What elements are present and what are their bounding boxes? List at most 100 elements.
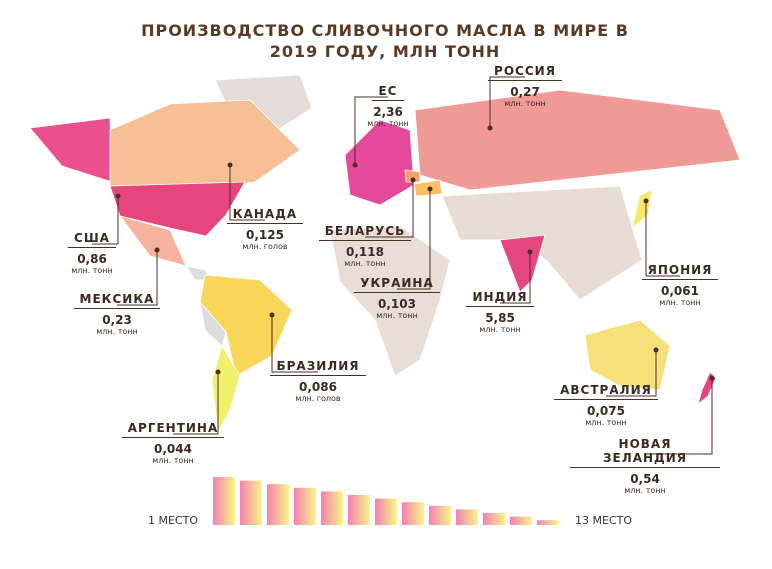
leader-line: [645, 201, 680, 277]
country-label: КАНАДА 0,125 млн. голов: [190, 203, 340, 251]
country-dot: [709, 375, 715, 381]
name-wrap: НОВАЯ ЗЕЛАНДИЯ: [570, 437, 720, 468]
country-dot: [269, 312, 275, 318]
belarus: [404, 169, 421, 183]
country-label: АВСТРАЛИЯ 0,075 млн. тонн: [531, 379, 681, 427]
leader-line: [271, 315, 318, 373]
country-name: БРАЗИЛИЯ: [270, 359, 366, 376]
country-dot: [653, 347, 659, 353]
name-wrap: БРАЗИЛИЯ: [243, 355, 393, 376]
rank-bar: [429, 505, 451, 525]
country-value: 0,23: [102, 313, 132, 327]
rank-bar: [294, 487, 316, 525]
name-wrap: УКРАИНА: [322, 272, 472, 293]
rank-bar: [483, 513, 505, 525]
country-dot: [643, 198, 649, 204]
country-name: КАНАДА: [226, 207, 304, 224]
country-unit: млн. голов: [295, 394, 341, 403]
leader-line: [489, 76, 525, 128]
leader-line: [606, 350, 657, 397]
country-label: ЕС 2,36 млн. тонн: [313, 80, 463, 128]
country-dot: [410, 177, 416, 183]
africa: [329, 225, 451, 377]
country-label: ИНДИЯ 5,85 млн. тонн: [425, 286, 575, 334]
country-unit: млн. тонн: [376, 311, 418, 320]
country-dot: [154, 247, 160, 253]
name-wrap: РОССИЯ: [450, 60, 600, 81]
name-wrap: БЕЛАРУСЬ: [290, 220, 440, 241]
rank-bar: [510, 516, 532, 525]
country-dot: [352, 162, 358, 168]
country-name: АРГЕНТИНА: [121, 421, 225, 438]
japan: [631, 189, 653, 230]
country-value: 0,86: [77, 252, 107, 266]
name-wrap: АРГЕНТИНА: [98, 417, 248, 438]
leader-line: [92, 196, 119, 245]
country-label: БРАЗИЛИЯ 0,086 млн. голов: [243, 355, 393, 403]
country-unit: млн. тонн: [367, 119, 409, 128]
country-value: 0,075: [587, 404, 625, 418]
rank-bar: [348, 495, 370, 525]
country-name: ЕС: [372, 84, 404, 101]
rank-bar: [375, 498, 397, 525]
country-unit: млн. тонн: [96, 327, 138, 336]
india: [499, 234, 546, 293]
country-label: МЕКСИКА 0,23 млн. тонн: [42, 288, 192, 336]
country-label: ЯПОНИЯ 0,061 млн. тонн: [605, 259, 755, 307]
country-unit: млн. тонн: [659, 298, 701, 307]
country-label: США 0,86 млн. тонн: [17, 227, 167, 275]
country-value: 0,27: [510, 85, 540, 99]
legend-end: 13 МЕСТО: [575, 514, 632, 527]
country-unit: млн. тонн: [585, 418, 627, 427]
country-name: США: [68, 231, 116, 248]
rank-bar: [240, 480, 262, 525]
country-dot: [215, 369, 221, 375]
country-label: АРГЕНТИНА 0,044 млн. тонн: [98, 417, 248, 465]
name-wrap: ЕС: [313, 80, 463, 101]
argentina: [211, 345, 241, 434]
country-value: 0,061: [661, 284, 699, 298]
name-wrap: ИНДИЯ: [425, 286, 575, 307]
name-wrap: США: [17, 227, 167, 248]
country-dot: [115, 193, 121, 199]
country-value: 0,103: [378, 297, 416, 311]
country-name: УКРАИНА: [354, 276, 440, 293]
rank-bar: [213, 477, 235, 525]
country-dot: [527, 249, 533, 255]
leader-line: [354, 96, 388, 165]
country-label: НОВАЯ ЗЕЛАНДИЯ 0,54 млн. тонн: [570, 437, 720, 495]
country-name: АВСТРАЛИЯ: [554, 383, 658, 400]
leader-line: [117, 250, 158, 306]
name-wrap: ЯПОНИЯ: [605, 259, 755, 280]
country-name: ИНДИЯ: [466, 290, 534, 307]
country-value: 0,125: [246, 228, 284, 242]
country-unit: млн. тонн: [152, 456, 194, 465]
country-name: МЕКСИКА: [73, 292, 161, 309]
country-unit: млн. голов: [242, 242, 288, 251]
rank-bar: [321, 491, 343, 525]
leader-line: [229, 165, 265, 221]
country-unit: млн. тонн: [624, 486, 666, 495]
country-unit: млн. тонн: [479, 325, 521, 334]
country-name: БЕЛАРУСЬ: [318, 224, 412, 241]
country-unit: млн. тонн: [504, 99, 546, 108]
leader-line: [173, 372, 219, 435]
rank-bar: [537, 520, 559, 525]
name-wrap: МЕКСИКА: [42, 288, 192, 309]
country-value: 2,36: [373, 105, 403, 119]
leader-line: [645, 378, 713, 455]
leader-line: [500, 252, 531, 304]
country-value: 0,54: [630, 472, 660, 486]
country-value: 0,086: [299, 380, 337, 394]
country-label: УКРАИНА 0,103 млн. тонн: [322, 272, 472, 320]
australia: [584, 319, 671, 391]
country-dot: [487, 125, 493, 131]
name-wrap: АВСТРАЛИЯ: [531, 379, 681, 400]
country-dot: [427, 186, 433, 192]
country-label: БЕЛАРУСЬ 0,118 млн. тонн: [290, 220, 440, 268]
rank-bar: [402, 502, 424, 525]
country-dot: [227, 162, 233, 168]
country-label: РОССИЯ 0,27 млн. тонн: [450, 60, 600, 108]
